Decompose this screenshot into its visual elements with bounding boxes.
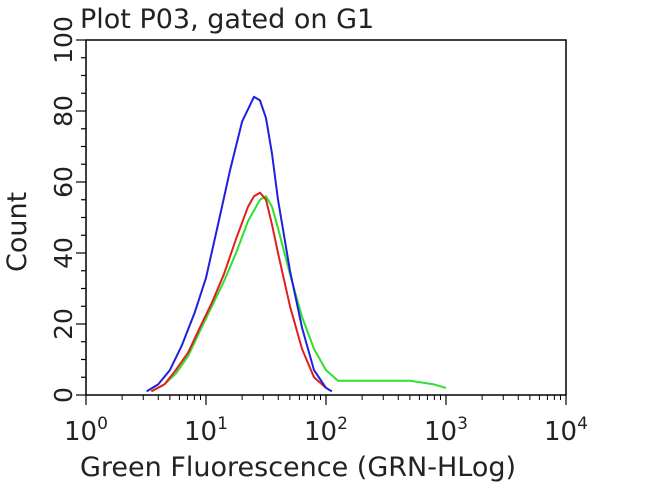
y-tick-label: 100	[49, 16, 78, 64]
x-tick-label: 100	[64, 414, 108, 447]
y-axis: 0 20 40 60 80 100	[49, 16, 86, 403]
plot-frame	[85, 39, 567, 396]
series-line-0	[146, 95, 333, 393]
x-axis-label: Green Fluorescence (GRN-HLog)	[80, 452, 517, 483]
x-tick-label: 103	[424, 414, 468, 447]
x-tick-label: 101	[184, 414, 228, 447]
x-tick-label: 102	[304, 414, 348, 447]
x-tick-label: 104	[544, 414, 588, 447]
x-axis: 100 101 102 103 104	[64, 395, 588, 447]
series-line-1	[150, 191, 327, 393]
y-tick-label: 80	[49, 95, 78, 127]
chart-title: Plot P03, gated on G1	[80, 4, 375, 35]
y-tick-label: 20	[49, 308, 78, 340]
series-line-2	[150, 195, 447, 393]
y-tick-label: 0	[49, 387, 78, 403]
series-layer	[146, 95, 447, 393]
y-tick-label: 40	[49, 237, 78, 269]
y-tick-label: 60	[49, 166, 78, 198]
